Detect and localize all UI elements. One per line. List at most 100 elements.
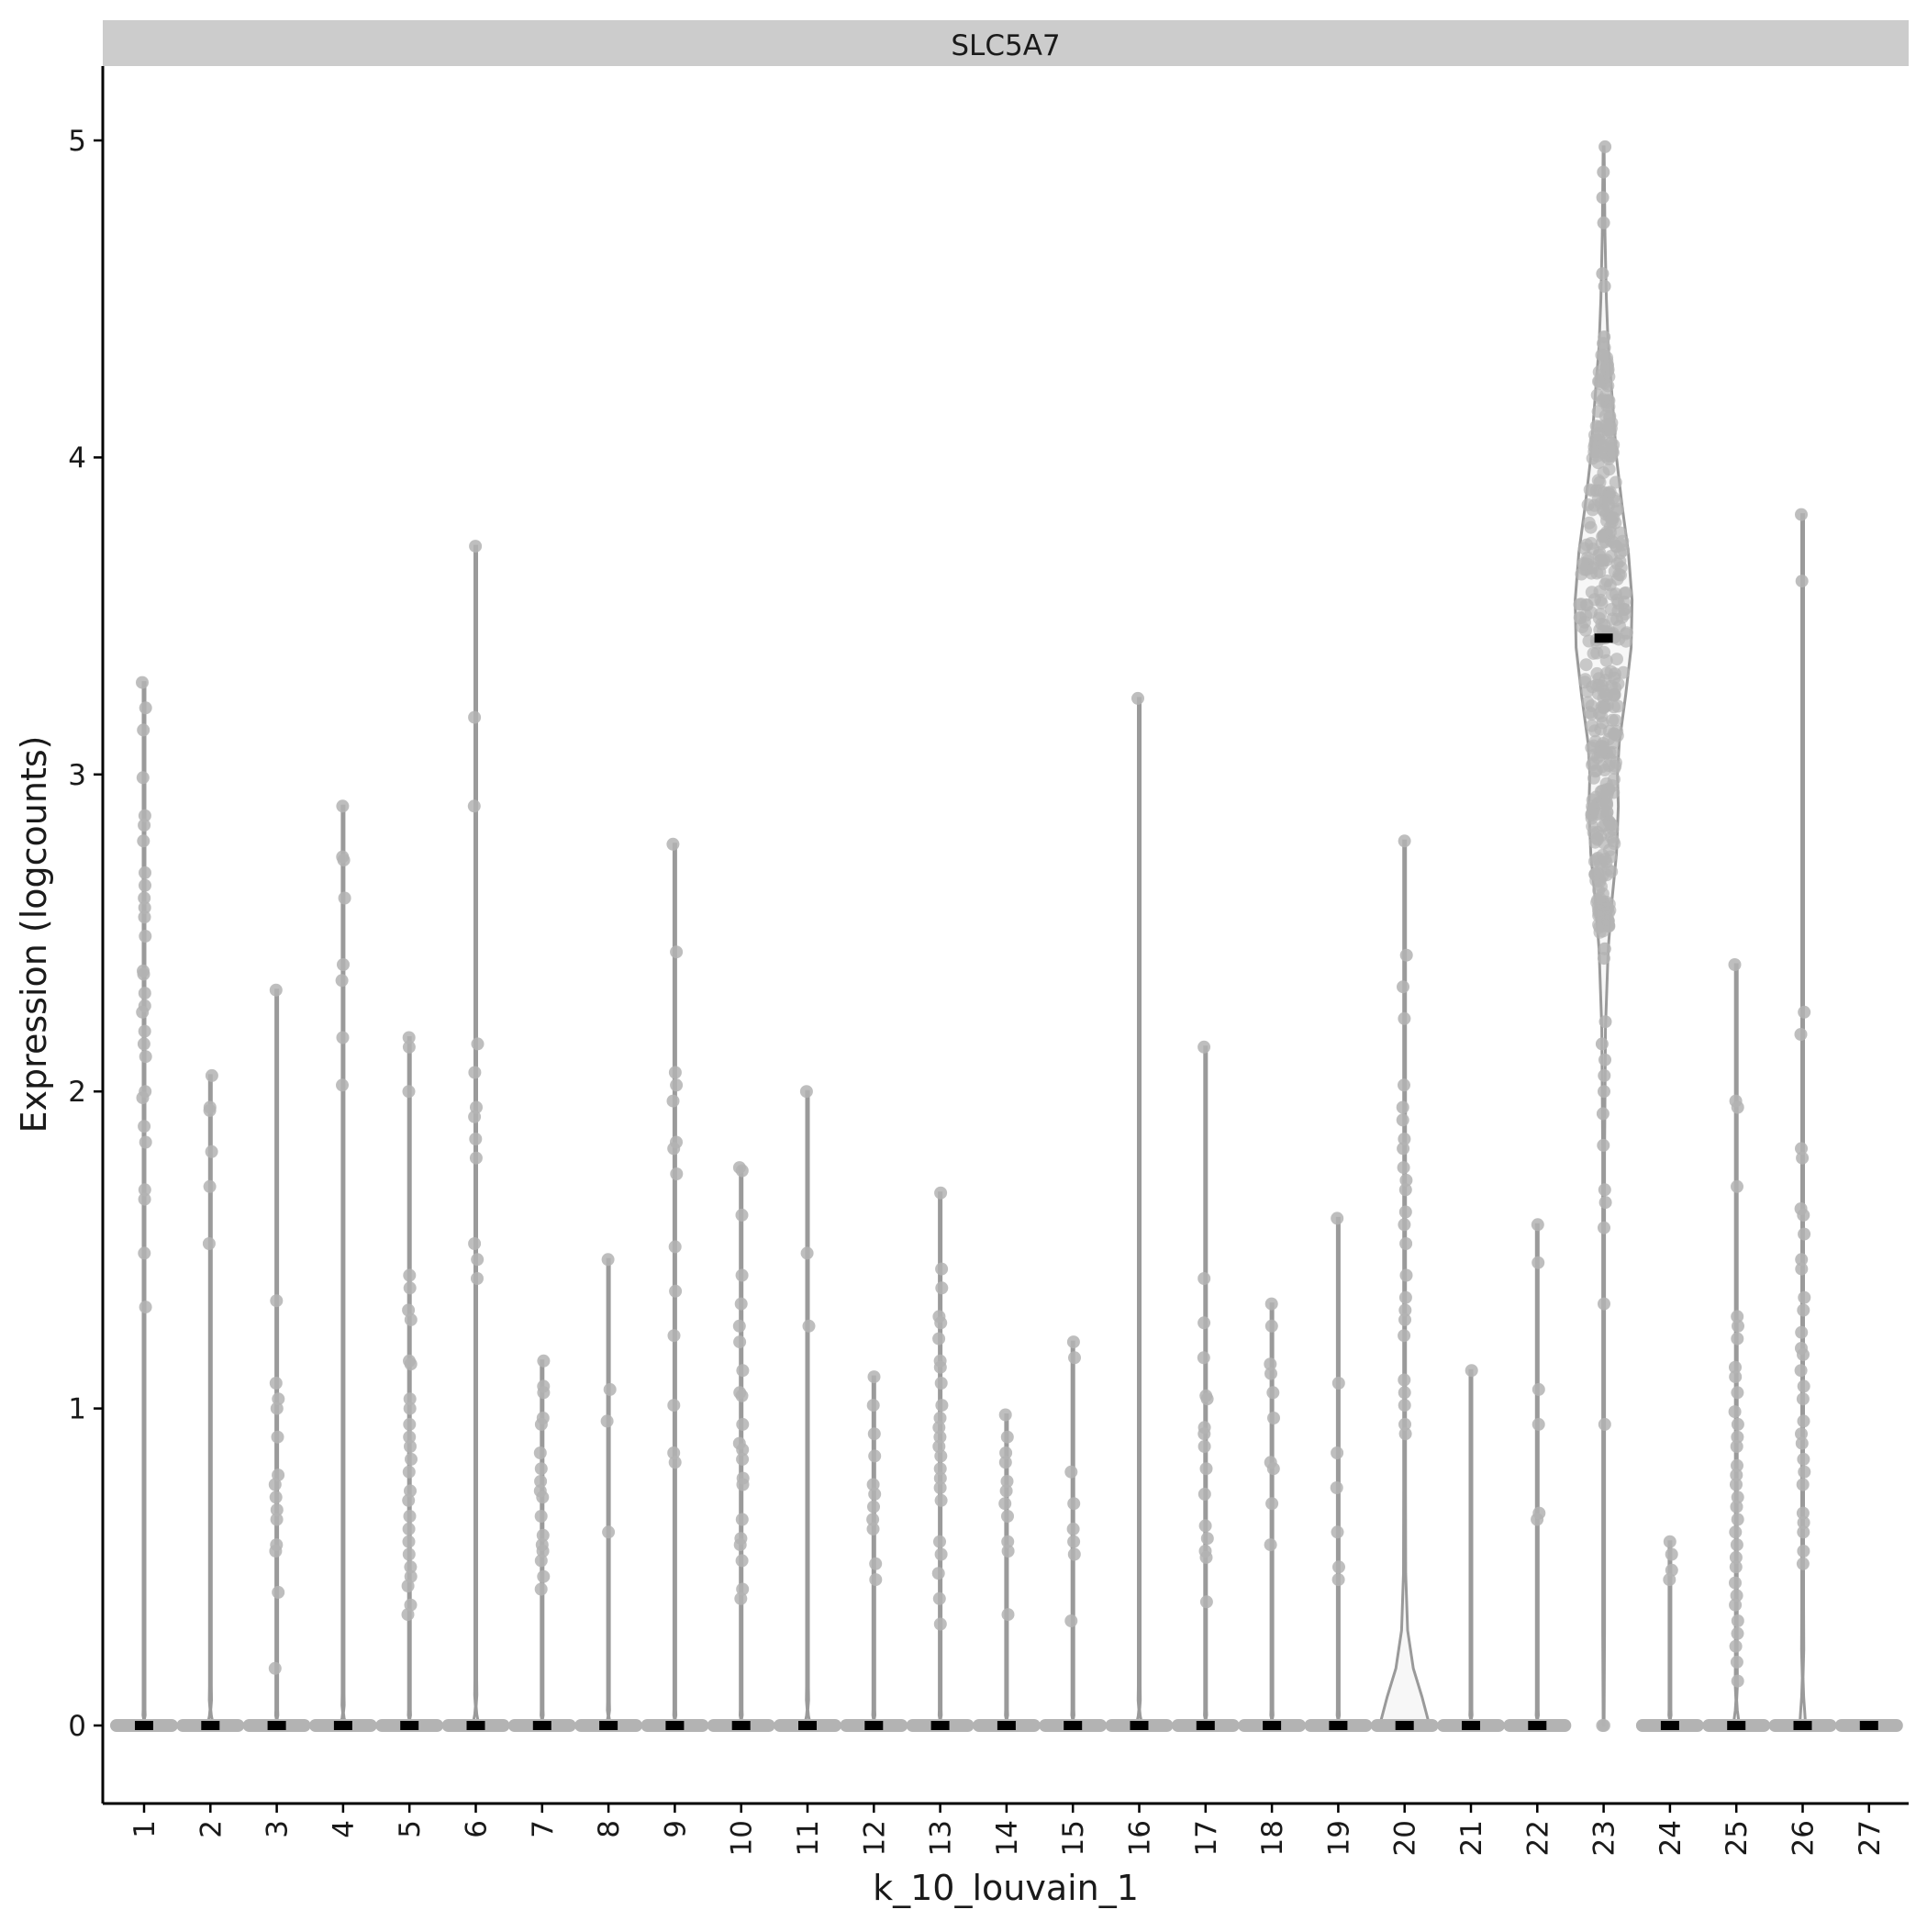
data-point bbox=[866, 1522, 880, 1536]
data-point bbox=[1598, 577, 1612, 591]
data-point bbox=[933, 1617, 947, 1631]
data-point bbox=[1398, 1303, 1412, 1317]
data-point bbox=[734, 1297, 748, 1311]
data-point bbox=[1795, 1436, 1809, 1450]
data-point bbox=[1613, 526, 1627, 540]
data-point bbox=[1620, 634, 1632, 648]
data-point bbox=[270, 1294, 284, 1308]
data-point bbox=[1795, 508, 1808, 521]
data-point bbox=[1399, 1268, 1413, 1282]
data-point bbox=[1597, 165, 1610, 179]
data-point bbox=[1795, 1427, 1808, 1441]
data-point bbox=[1796, 1478, 1810, 1491]
x-tick-label: 19 bbox=[1322, 1820, 1355, 1856]
data-point bbox=[1608, 837, 1621, 851]
data-point bbox=[667, 1399, 681, 1413]
data-point bbox=[1332, 1560, 1345, 1574]
data-point bbox=[1731, 1458, 1743, 1472]
data-point bbox=[1608, 671, 1621, 685]
data-point bbox=[1730, 1500, 1743, 1513]
data-point bbox=[1598, 942, 1611, 955]
data-point bbox=[1396, 1100, 1409, 1114]
data-point bbox=[934, 1377, 948, 1390]
x-tick-label: 12 bbox=[858, 1820, 891, 1856]
data-point bbox=[1264, 1357, 1277, 1371]
data-point bbox=[866, 1399, 880, 1413]
data-point bbox=[933, 1471, 947, 1485]
data-point bbox=[1066, 1335, 1080, 1349]
y-tick-label: 1 bbox=[68, 1393, 86, 1426]
median-24 bbox=[1660, 1721, 1679, 1730]
data-point bbox=[1728, 1405, 1742, 1419]
median-5 bbox=[400, 1721, 419, 1730]
data-point bbox=[1615, 610, 1629, 624]
data-point bbox=[732, 1319, 746, 1333]
data-point bbox=[1573, 597, 1587, 611]
data-point bbox=[669, 1284, 683, 1298]
data-point bbox=[138, 1246, 151, 1260]
data-point bbox=[1000, 1430, 1014, 1444]
data-point bbox=[733, 1538, 747, 1552]
x-tick-label: 7 bbox=[527, 1820, 560, 1838]
data-point bbox=[1595, 1037, 1609, 1051]
data-point bbox=[1730, 1440, 1743, 1453]
data-point bbox=[868, 1487, 882, 1501]
data-point bbox=[1797, 1303, 1810, 1317]
data-point bbox=[1795, 1262, 1809, 1276]
data-point bbox=[139, 878, 151, 892]
data-point bbox=[1797, 1347, 1810, 1361]
data-point bbox=[1731, 1179, 1743, 1193]
data-point bbox=[1398, 1205, 1412, 1219]
data-point bbox=[269, 1377, 283, 1390]
data-point bbox=[271, 1430, 284, 1444]
data-point bbox=[800, 1246, 814, 1260]
data-point bbox=[932, 1332, 946, 1346]
data-point bbox=[1597, 1719, 1610, 1732]
median-11 bbox=[798, 1721, 817, 1730]
data-point bbox=[603, 1382, 617, 1396]
data-point bbox=[1598, 1196, 1612, 1210]
data-point bbox=[1579, 658, 1593, 672]
data-point bbox=[270, 1513, 284, 1526]
data-point bbox=[1197, 1427, 1211, 1441]
median-19 bbox=[1329, 1721, 1348, 1730]
data-point bbox=[139, 1301, 152, 1314]
data-point bbox=[932, 1591, 946, 1605]
data-point bbox=[335, 974, 349, 988]
y-axis-title: Expression (logcounts) bbox=[14, 736, 54, 1134]
data-point bbox=[1398, 1290, 1412, 1304]
data-point bbox=[534, 1475, 548, 1488]
data-point bbox=[1596, 924, 1610, 938]
data-point bbox=[203, 1103, 217, 1117]
data-point bbox=[1597, 503, 1610, 517]
data-point bbox=[931, 1567, 945, 1580]
data-point bbox=[404, 1312, 418, 1326]
data-point bbox=[1597, 952, 1610, 966]
violin-5 bbox=[404, 1036, 415, 1727]
data-point bbox=[1795, 1325, 1809, 1339]
data-point bbox=[1587, 739, 1600, 753]
data-point bbox=[933, 1535, 946, 1548]
data-point bbox=[867, 1427, 881, 1441]
data-point bbox=[268, 1661, 282, 1675]
data-point bbox=[402, 1040, 416, 1054]
data-point bbox=[336, 1078, 349, 1092]
median-26 bbox=[1793, 1721, 1812, 1730]
data-point bbox=[1731, 1310, 1744, 1323]
data-point bbox=[932, 1421, 946, 1435]
data-point bbox=[471, 1037, 485, 1051]
data-point bbox=[1398, 1386, 1411, 1400]
data-point bbox=[403, 1281, 417, 1295]
data-point bbox=[1602, 815, 1616, 829]
violin-21 bbox=[1465, 1368, 1476, 1727]
data-point bbox=[869, 1573, 883, 1587]
data-point bbox=[1731, 1614, 1744, 1627]
x-tick-label: 10 bbox=[726, 1820, 759, 1856]
data-point bbox=[1532, 1417, 1545, 1431]
x-tick-label: 17 bbox=[1190, 1820, 1223, 1856]
data-point bbox=[138, 910, 151, 924]
data-point bbox=[137, 967, 150, 981]
data-point bbox=[1398, 1078, 1410, 1092]
data-point bbox=[1730, 1655, 1743, 1669]
data-point bbox=[933, 1462, 947, 1476]
